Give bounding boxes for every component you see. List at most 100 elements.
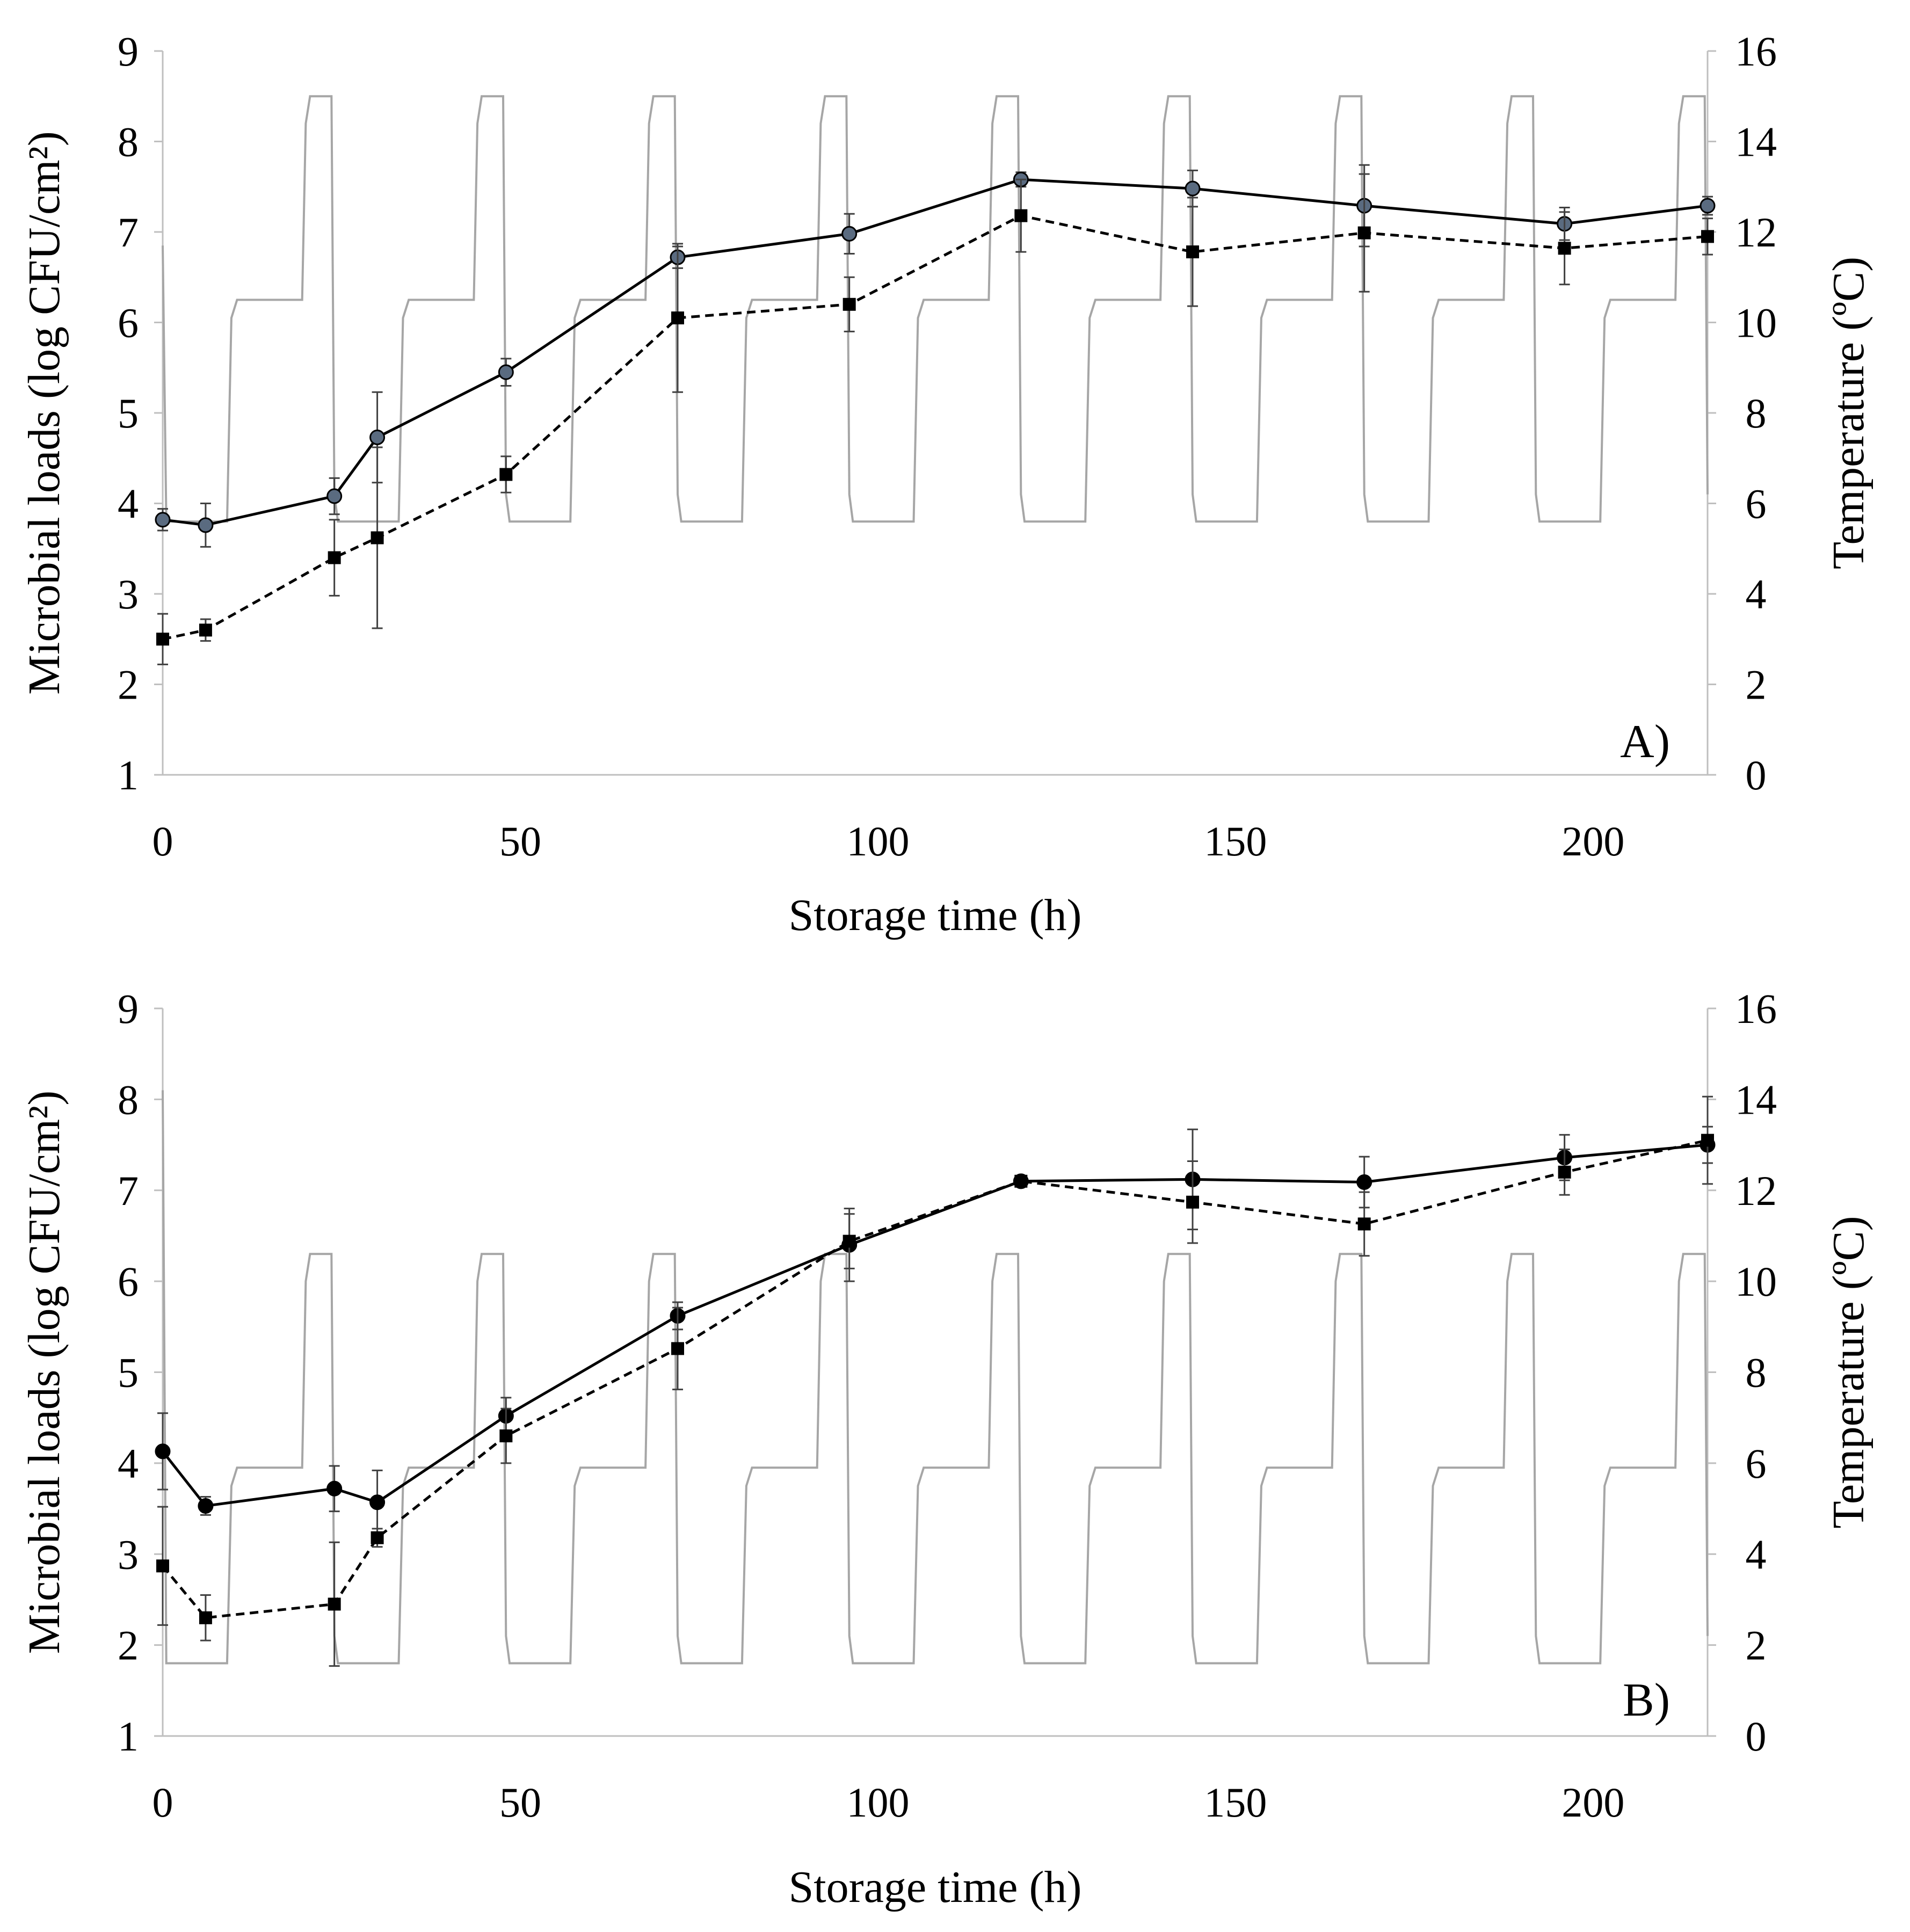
series-dashed-point: [1014, 1174, 1028, 1188]
y-right-tick-label: 16: [1735, 985, 1777, 1032]
x-axis-title: Storage time (h): [789, 890, 1082, 940]
series-dashed-point: [371, 1531, 384, 1544]
series-solid-line: [162, 1143, 1708, 1508]
series-dashed-point: [671, 1342, 684, 1355]
y-right-axis-title: Temperature (ºC): [1824, 257, 1873, 569]
y-right-tick-label: 16: [1735, 28, 1777, 75]
x-tick-label: 150: [1204, 1779, 1267, 1826]
x-tick-label: 0: [152, 1779, 173, 1826]
x-tick-label: 200: [1562, 1779, 1624, 1826]
y-right-tick-label: 12: [1735, 209, 1777, 256]
series-solid-point: [841, 226, 858, 242]
y-left-tick-label: 7: [118, 1167, 139, 1214]
x-tick-label: 150: [1204, 818, 1267, 865]
y-right-tick-label: 0: [1746, 752, 1767, 798]
panel-label: A): [1620, 716, 1670, 768]
series-dashed-point: [843, 1234, 856, 1248]
series-dashed-point: [156, 1559, 169, 1573]
y-right-tick-label: 4: [1746, 1531, 1767, 1578]
y-left-tick-label: 5: [118, 1349, 139, 1396]
y-left-tick-label: 1: [118, 752, 139, 798]
series-dashed-point: [328, 1597, 341, 1611]
series-dashed-point: [1357, 226, 1371, 239]
series-solid-point: [326, 1480, 343, 1497]
series-dashed-point: [328, 551, 341, 564]
y-right-tick-label: 0: [1746, 1713, 1767, 1760]
series-dashed-point: [1558, 242, 1571, 255]
y-right-tick-label: 2: [1746, 662, 1767, 708]
y-right-tick-label: 14: [1735, 119, 1777, 165]
y-left-tick-label: 2: [118, 1622, 139, 1669]
y-left-tick-label: 8: [118, 1076, 139, 1123]
series-dashed-point: [1014, 209, 1028, 222]
y-right-tick-label: 8: [1746, 390, 1767, 437]
series-solid-point: [198, 517, 214, 533]
x-tick-label: 50: [499, 818, 541, 865]
series-dashed-point: [156, 633, 169, 646]
y-right-tick-label: 8: [1746, 1349, 1767, 1396]
series-solid-point: [198, 1498, 214, 1514]
series-dashed-point: [199, 1611, 212, 1624]
y-left-tick-label: 6: [118, 1258, 139, 1305]
y-left-tick-label: 7: [118, 209, 139, 256]
series-dashed-point: [1186, 1195, 1199, 1209]
y-right-axis-title: Temperature (ºC): [1824, 1216, 1873, 1528]
y-left-tick-label: 9: [118, 985, 139, 1032]
series-dashed-point: [1701, 230, 1714, 243]
series-dashed-point: [1701, 1134, 1714, 1147]
y-right-tick-label: 2: [1746, 1622, 1767, 1669]
series-solid-line: [162, 178, 1708, 527]
series-dashed-point: [499, 468, 513, 481]
series-dashed-point: [199, 623, 212, 637]
y-left-tick-label: 8: [118, 119, 139, 165]
series-solid-point: [326, 488, 343, 504]
temperature-line: [162, 1090, 1709, 1665]
x-tick-label: 100: [846, 818, 909, 865]
series-dashed-line: [162, 214, 1708, 641]
y-right-tick-label: 4: [1746, 571, 1767, 618]
x-tick-label: 200: [1562, 818, 1624, 865]
series-solid-point: [1356, 1174, 1372, 1190]
series-dashed-line: [162, 1139, 1708, 1619]
y-left-tick-label: 3: [118, 571, 139, 618]
series-solid-point: [1185, 180, 1201, 197]
y-left-tick-label: 4: [118, 1440, 139, 1487]
series-dashed-point: [1558, 1165, 1571, 1179]
y-left-tick-label: 6: [118, 300, 139, 346]
y-left-tick-label: 1: [118, 1713, 139, 1760]
y-right-tick-label: 6: [1746, 481, 1767, 527]
series-solid-point: [369, 429, 386, 445]
series-solid-point: [1700, 198, 1716, 214]
y-right-tick-label: 14: [1735, 1076, 1777, 1123]
y-left-axis-title: Microbial loads (log CFU/cm²): [19, 1091, 69, 1654]
x-axis-title: Storage time (h): [789, 1862, 1082, 1912]
series-solid-point: [498, 364, 514, 380]
series-solid-point: [369, 1494, 386, 1510]
series-dashed-point: [1357, 1217, 1371, 1231]
series-dashed-point: [671, 311, 684, 325]
y-left-tick-label: 3: [118, 1531, 139, 1578]
y-right-tick-label: 10: [1735, 300, 1777, 346]
series-dashed-point: [843, 297, 856, 311]
temperature-line: [162, 95, 1709, 523]
x-tick-label: 0: [152, 818, 173, 865]
y-left-tick-label: 5: [118, 390, 139, 437]
series-solid-point: [155, 1443, 171, 1459]
panel-label: B): [1623, 1674, 1670, 1726]
y-right-tick-label: 12: [1735, 1167, 1777, 1214]
y-right-tick-label: 10: [1735, 1258, 1777, 1305]
y-left-tick-label: 2: [118, 662, 139, 708]
x-tick-label: 100: [846, 1779, 909, 1826]
y-left-tick-label: 9: [118, 28, 139, 75]
series-dashed-point: [1186, 245, 1199, 259]
y-right-tick-label: 6: [1746, 1440, 1767, 1487]
y-left-tick-label: 4: [118, 481, 139, 527]
x-tick-label: 50: [499, 1779, 541, 1826]
y-left-axis-title: Microbial loads (log CFU/cm²): [19, 131, 69, 694]
series-dashed-point: [371, 531, 384, 544]
series-solid-point: [155, 512, 171, 528]
series-dashed-point: [499, 1429, 513, 1443]
